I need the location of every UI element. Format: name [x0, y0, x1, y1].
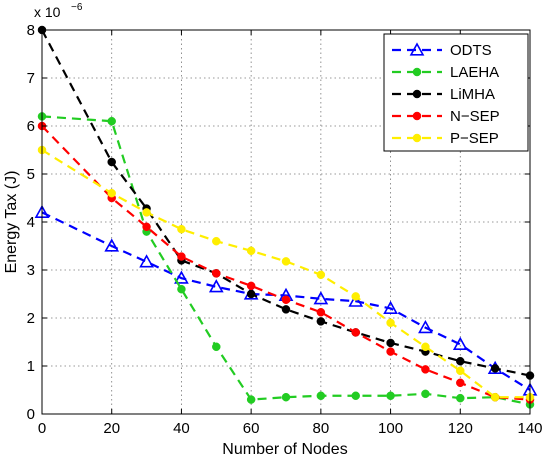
x-tick-label: 20: [103, 420, 120, 437]
legend-label-odts: ODTS: [450, 42, 492, 59]
y-tick-label: 3: [27, 262, 35, 279]
series-odts: [34, 204, 538, 396]
series-p-sep: [37, 145, 535, 402]
data-point-odts: [348, 293, 364, 307]
data-point-odts: [208, 279, 224, 293]
legend-entry-limha: LiMHA: [392, 86, 495, 103]
data-point-p-sep: [246, 246, 256, 256]
data-point-n-sep: [281, 295, 291, 305]
data-point-limha: [281, 305, 291, 314]
data-point-limha: [246, 289, 256, 299]
legend-entry-odts: ODTS: [392, 42, 492, 59]
data-point-laeha: [281, 392, 291, 402]
data-point-odts: [139, 254, 154, 268]
data-point-odts: [383, 300, 398, 315]
series-limha: [37, 25, 535, 380]
series-line-odts: [41, 211, 531, 391]
data-point-limha: [316, 317, 326, 326]
data-point-n-sep: [351, 328, 360, 337]
legend-label-n-sep: N−SEP: [450, 108, 500, 125]
y-tick-label: 2: [27, 310, 35, 327]
data-point-p-sep: [281, 257, 291, 266]
legend-entry-n-sep: N−SEP: [392, 108, 500, 125]
data-point-odts: [174, 270, 189, 284]
x-axis-title: Number of Nodes: [222, 441, 347, 458]
x-tick-label: 60: [243, 420, 260, 437]
data-point-n-sep: [212, 269, 221, 278]
data-point-p-sep: [490, 392, 500, 402]
data-point-n-sep: [386, 347, 395, 356]
y-exponent-power: −6: [71, 2, 83, 13]
data-point-p-sep: [212, 236, 221, 246]
y-tick-label: 4: [27, 214, 35, 231]
data-point-limha: [107, 157, 116, 167]
data-point-n-sep: [421, 365, 430, 374]
data-point-n-sep: [177, 252, 186, 261]
series-line-p-sep: [41, 149, 530, 399]
legend-marker-odts: [409, 42, 425, 56]
data-point-n-sep: [246, 281, 256, 291]
legend-box: [383, 33, 529, 152]
data-point-n-sep: [456, 378, 465, 388]
x-tick-label: 140: [517, 420, 542, 437]
data-point-p-sep: [316, 270, 326, 280]
data-point-odts: [418, 319, 433, 334]
x-tick-label: 40: [173, 420, 190, 437]
data-point-p-sep: [421, 342, 430, 352]
legend-marker-limha: [412, 89, 422, 99]
series-line-limha: [41, 29, 531, 377]
y-tick-label: 8: [27, 22, 35, 39]
data-point-laeha: [386, 391, 395, 401]
legend-label-p-sep: P−SEP: [450, 130, 499, 147]
y-axis-title: Energy Tax (J): [3, 171, 20, 274]
y-tick-label: 5: [27, 166, 35, 183]
x-tick-label: 120: [448, 420, 473, 437]
x-tick-label: 80: [313, 420, 330, 437]
data-point-laeha: [212, 342, 221, 352]
series-line-laeha: [41, 115, 531, 406]
y-tick-label: 0: [27, 406, 35, 423]
legend-entry-laeha: LAEHA: [392, 64, 499, 81]
data-point-laeha: [421, 389, 430, 399]
legend-label-limha: LiMHA: [450, 86, 495, 103]
series-line-n-sep: [41, 125, 531, 401]
legend: ODTS LAEHA LiMHA N−SEP P−SEP: [383, 33, 529, 152]
legend-marker-p-sep: [412, 133, 422, 143]
data-point-laeha: [456, 393, 465, 403]
data-point-limha: [386, 338, 395, 348]
data-point-laeha: [246, 395, 256, 404]
legend-marker-laeha: [412, 67, 422, 77]
x-tick-label: 100: [378, 420, 403, 437]
data-point-laeha: [351, 391, 360, 401]
data-point-p-sep: [177, 224, 186, 234]
data-point-laeha: [316, 391, 326, 401]
data-point-p-sep: [351, 292, 360, 301]
legend-label-laeha: LAEHA: [450, 64, 499, 81]
data-point-laeha: [177, 284, 186, 294]
data-point-p-sep: [386, 318, 395, 328]
data-point-p-sep: [142, 208, 151, 217]
data-point-n-sep: [316, 307, 326, 317]
data-point-odts: [452, 336, 468, 351]
series-layer: [34, 25, 538, 409]
data-point-odts: [104, 238, 120, 252]
data-point-limha: [456, 356, 465, 366]
data-point-odts: [313, 291, 329, 305]
y-tick-label: 1: [27, 358, 35, 375]
y-exponent-label: x 10: [34, 4, 61, 20]
data-point-p-sep: [107, 188, 116, 198]
data-point-n-sep: [142, 222, 151, 232]
y-tick-label: 7: [27, 70, 35, 87]
data-point-limha: [490, 364, 500, 373]
data-point-p-sep: [456, 366, 465, 376]
data-point-laeha: [107, 116, 116, 126]
legend-marker-n-sep: [412, 111, 422, 121]
y-tick-label: 6: [27, 118, 35, 135]
legend-entry-p-sep: P−SEP: [392, 130, 499, 147]
axis-ticks: 0 20 40 60 80 100 120 140 0 1 2 3 4 5 6 7 8: [27, 22, 543, 437]
x-tick-label: 0: [38, 420, 46, 437]
